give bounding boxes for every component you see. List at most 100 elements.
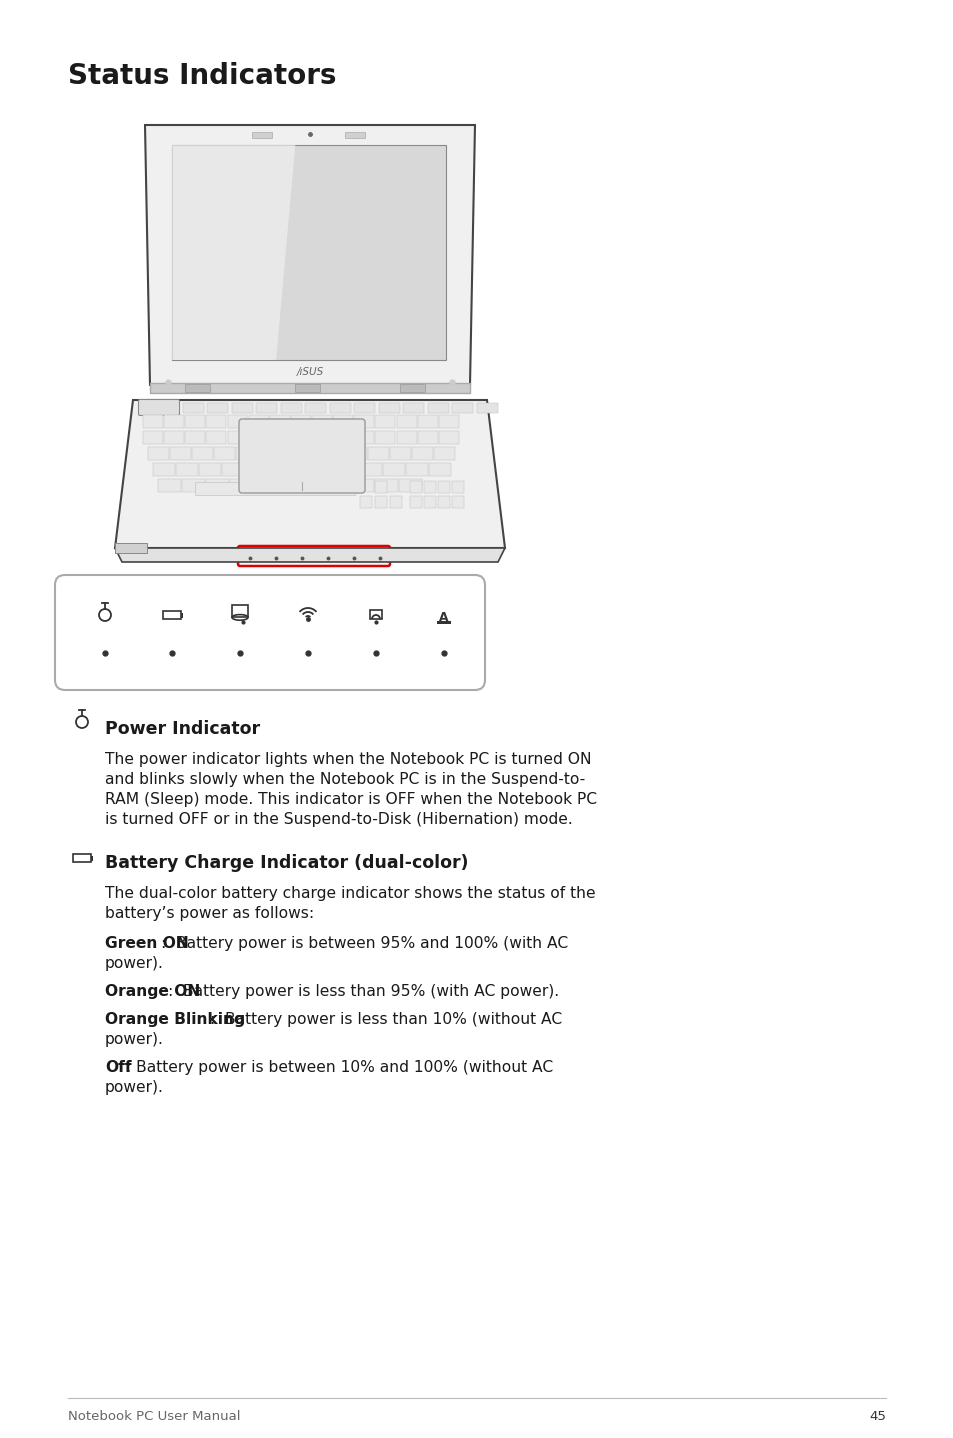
Bar <box>183 403 204 413</box>
FancyBboxPatch shape <box>55 575 484 690</box>
Bar <box>305 403 326 413</box>
Bar <box>268 463 290 476</box>
Text: Power Indicator: Power Indicator <box>105 720 260 738</box>
Bar <box>249 431 269 444</box>
Text: The power indicator lights when the Notebook PC is turned ON: The power indicator lights when the Note… <box>105 752 591 766</box>
Text: A: A <box>438 611 448 624</box>
Bar <box>390 447 411 460</box>
Bar <box>294 384 319 393</box>
Bar <box>324 447 344 460</box>
Bar <box>302 479 325 492</box>
Bar <box>436 621 451 624</box>
Bar <box>222 463 244 476</box>
Text: : Battery power is between 10% and 100% (without AC: : Battery power is between 10% and 100% … <box>126 1060 553 1076</box>
FancyBboxPatch shape <box>138 400 179 416</box>
Bar <box>302 447 322 460</box>
Bar <box>326 479 349 492</box>
Bar <box>375 431 395 444</box>
Bar <box>390 496 401 508</box>
Bar <box>206 479 229 492</box>
Text: Green ON: Green ON <box>105 936 189 951</box>
Bar <box>396 416 416 429</box>
Bar <box>249 416 269 429</box>
Bar <box>437 496 450 508</box>
Text: RAM (Sleep) mode. This indicator is OFF when the Notebook PC: RAM (Sleep) mode. This indicator is OFF … <box>105 792 597 807</box>
Bar <box>423 496 436 508</box>
Bar <box>143 416 163 429</box>
Text: Battery Charge Indicator (dual-color): Battery Charge Indicator (dual-color) <box>105 854 468 871</box>
Bar <box>163 611 181 620</box>
Text: :  Battery power is less than 10% (without AC: : Battery power is less than 10% (withou… <box>210 1012 561 1027</box>
Text: The dual-color battery charge indicator shows the status of the: The dual-color battery charge indicator … <box>105 886 595 902</box>
Bar <box>368 447 389 460</box>
Bar <box>206 416 226 429</box>
Bar <box>354 431 374 444</box>
Bar <box>314 463 335 476</box>
Bar <box>438 416 458 429</box>
Bar <box>345 132 365 138</box>
Bar <box>185 384 210 393</box>
Bar <box>232 604 248 617</box>
Bar <box>333 431 353 444</box>
Polygon shape <box>172 145 295 360</box>
Text: Notebook PC User Manual: Notebook PC User Manual <box>68 1411 240 1424</box>
Polygon shape <box>145 125 475 385</box>
Bar <box>330 403 351 413</box>
Bar <box>410 496 421 508</box>
Bar <box>370 610 381 618</box>
Bar <box>291 416 311 429</box>
Bar <box>270 416 290 429</box>
Bar <box>158 479 181 492</box>
FancyBboxPatch shape <box>237 546 390 567</box>
Bar <box>291 431 311 444</box>
Bar <box>428 403 449 413</box>
Bar <box>230 479 253 492</box>
Bar <box>257 447 278 460</box>
Bar <box>410 480 421 493</box>
Bar <box>278 479 301 492</box>
Bar <box>181 613 183 618</box>
Bar <box>232 403 253 413</box>
Bar <box>476 403 497 413</box>
Bar <box>199 463 220 476</box>
Bar <box>172 145 446 360</box>
Bar <box>194 482 355 495</box>
Bar <box>235 447 256 460</box>
Bar <box>355 403 375 413</box>
Bar <box>312 431 332 444</box>
Bar <box>452 403 473 413</box>
Polygon shape <box>115 548 504 562</box>
Bar <box>406 463 427 476</box>
Bar <box>228 431 247 444</box>
Bar <box>280 447 300 460</box>
Bar <box>164 431 184 444</box>
Bar <box>359 496 372 508</box>
Bar <box>270 431 290 444</box>
Bar <box>452 480 463 493</box>
Bar <box>437 480 450 493</box>
Text: battery’s power as follows:: battery’s power as follows: <box>105 906 314 920</box>
Bar <box>185 431 205 444</box>
Bar <box>152 463 174 476</box>
Bar <box>256 403 277 413</box>
Bar <box>351 479 374 492</box>
Bar <box>170 447 191 460</box>
Bar <box>143 431 163 444</box>
Bar <box>182 479 205 492</box>
Bar <box>336 463 358 476</box>
Bar <box>175 463 197 476</box>
Bar <box>91 856 92 860</box>
Bar <box>213 447 234 460</box>
Bar <box>185 416 205 429</box>
Text: power).: power). <box>105 1080 164 1094</box>
Bar <box>399 384 424 393</box>
Bar <box>291 463 313 476</box>
Bar <box>412 447 433 460</box>
Bar <box>423 480 436 493</box>
Bar <box>312 416 332 429</box>
Bar <box>346 447 366 460</box>
Bar <box>254 479 277 492</box>
Text: power).: power). <box>105 1032 164 1047</box>
Bar <box>245 463 267 476</box>
Bar <box>417 431 437 444</box>
